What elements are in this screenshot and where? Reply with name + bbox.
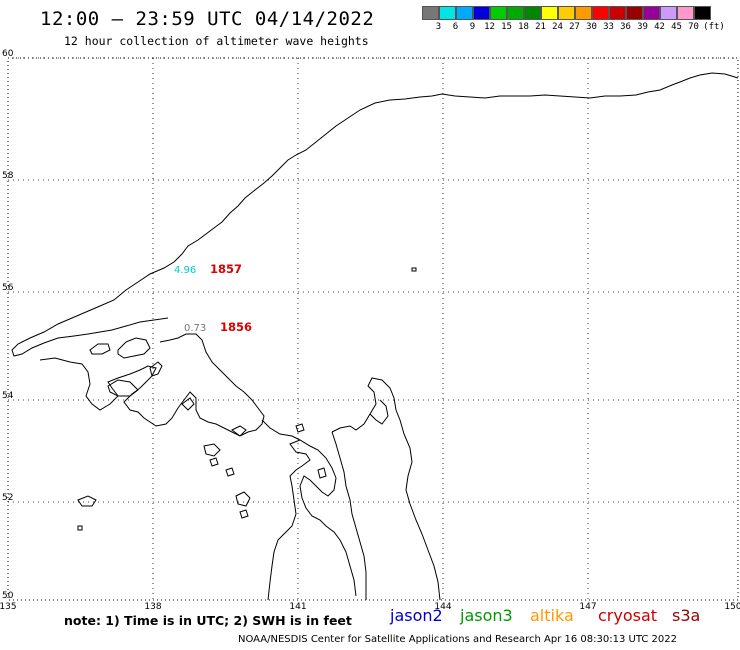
island-small-1 xyxy=(203,443,221,457)
satellite-jason3: jason3 xyxy=(460,606,513,625)
color-swatch xyxy=(592,6,609,20)
color-scale-label: 9 xyxy=(469,22,476,32)
longitude-labels: 135 138 141 144 147 150 xyxy=(0,602,740,610)
coastline-sakhalin xyxy=(331,377,441,601)
coastline-sakhalin-west xyxy=(331,431,367,600)
color-scale-label: 18 xyxy=(518,22,529,32)
latitude-label: 50 xyxy=(2,591,14,601)
island-small-5 xyxy=(239,509,249,519)
island-small-12 xyxy=(181,397,195,411)
coastline-shantar-2 xyxy=(89,343,111,355)
observations: 4.96 1857 0.73 1856 xyxy=(174,262,252,334)
latitude-label: 58 xyxy=(2,171,14,181)
color-scale-label: 15 xyxy=(501,22,512,32)
satellite-cryosat: cryosat xyxy=(598,606,658,625)
coastlines xyxy=(11,72,739,601)
color-scale-label: 33 xyxy=(603,22,614,32)
island-small-8 xyxy=(225,467,235,477)
color-swatch xyxy=(473,6,490,20)
coastline-bay-west xyxy=(39,333,265,437)
coastline-sakhalin-north xyxy=(369,399,389,425)
color-swatch xyxy=(660,6,677,20)
color-swatch xyxy=(456,6,473,20)
color-swatch xyxy=(626,6,643,20)
color-swatch xyxy=(575,6,592,20)
color-swatch xyxy=(507,6,524,20)
color-scale-label: 45 xyxy=(671,22,682,32)
color-swatch xyxy=(490,6,507,20)
color-scale-label: 6 xyxy=(452,22,459,32)
island-small-2 xyxy=(231,425,247,437)
chart-title: 12:00 – 23:59 UTC 04/14/2022 xyxy=(40,8,375,30)
latitude-label: 52 xyxy=(2,493,13,503)
color-scale-label: (ft) xyxy=(703,22,725,32)
observation-time: 1857 xyxy=(210,262,242,276)
longitude-label: 135 xyxy=(0,602,17,610)
island-small-3 xyxy=(77,495,97,507)
color-swatch xyxy=(558,6,575,20)
satellite-jason2: jason2 xyxy=(390,606,443,625)
island-small-11 xyxy=(317,467,327,479)
island-small-10 xyxy=(77,525,83,531)
color-scale-label: 70 xyxy=(688,22,699,32)
coastline-island-b xyxy=(149,361,163,377)
swh-value: 4.96 xyxy=(174,265,196,276)
wave-height-color-scale xyxy=(422,6,711,20)
coastline-shantar-1 xyxy=(117,337,151,359)
color-scale-label: 21 xyxy=(535,22,546,32)
satellite-altika: altika xyxy=(530,606,574,625)
latitude-labels: 60 58 56 54 52 50 xyxy=(2,49,14,601)
longitude-label: 144 xyxy=(434,602,451,610)
color-swatch xyxy=(439,6,456,20)
island-small-7 xyxy=(209,457,219,467)
color-swatch xyxy=(422,6,439,20)
coastline-amur xyxy=(261,419,357,597)
longitude-label: 141 xyxy=(289,602,306,610)
longitude-label: 150 xyxy=(724,602,740,610)
color-scale-label: 12 xyxy=(484,22,495,32)
observation-time: 1856 xyxy=(220,320,252,334)
color-scale-label: 27 xyxy=(569,22,580,32)
color-swatch xyxy=(643,6,660,20)
latitude-label: 60 xyxy=(2,49,14,59)
longitude-label: 138 xyxy=(144,602,161,610)
color-scale-label: 30 xyxy=(586,22,597,32)
color-swatch xyxy=(541,6,558,20)
map-grid xyxy=(8,57,738,600)
altimeter-map: 60 58 56 54 52 50 135 138 141 144 147 150 4.96 1857… xyxy=(0,49,740,610)
color-scale-label: 42 xyxy=(654,22,665,32)
island-small-6 xyxy=(295,423,305,433)
color-scale-label: 36 xyxy=(620,22,631,32)
units-note: note: 1) Time is in UTC; 2) SWH is in fe… xyxy=(64,613,352,628)
color-swatch xyxy=(677,6,694,20)
map-frame xyxy=(7,57,739,601)
coastline-island-a xyxy=(107,379,139,397)
island-small-4 xyxy=(235,491,251,507)
latitude-label: 54 xyxy=(2,391,14,401)
chart-subtitle: 12 hour collection of altimeter wave hei… xyxy=(64,34,369,48)
swh-value: 0.73 xyxy=(184,323,206,334)
color-swatch xyxy=(524,6,541,20)
color-scale-label: 39 xyxy=(637,22,648,32)
coastline-north xyxy=(11,72,739,357)
satellite-s3a: s3a xyxy=(672,606,701,625)
coastline-amur-mouth xyxy=(267,439,311,601)
color-swatch xyxy=(694,6,711,20)
latitude-label: 56 xyxy=(2,283,14,293)
color-swatch xyxy=(609,6,626,20)
footer-credit: NOAA/NESDIS Center for Satellite Applica… xyxy=(238,634,677,645)
color-scale-label: 24 xyxy=(552,22,563,32)
color-scale-label: 3 xyxy=(435,22,442,32)
longitude-label: 147 xyxy=(579,602,596,610)
island-small-9 xyxy=(411,267,417,272)
